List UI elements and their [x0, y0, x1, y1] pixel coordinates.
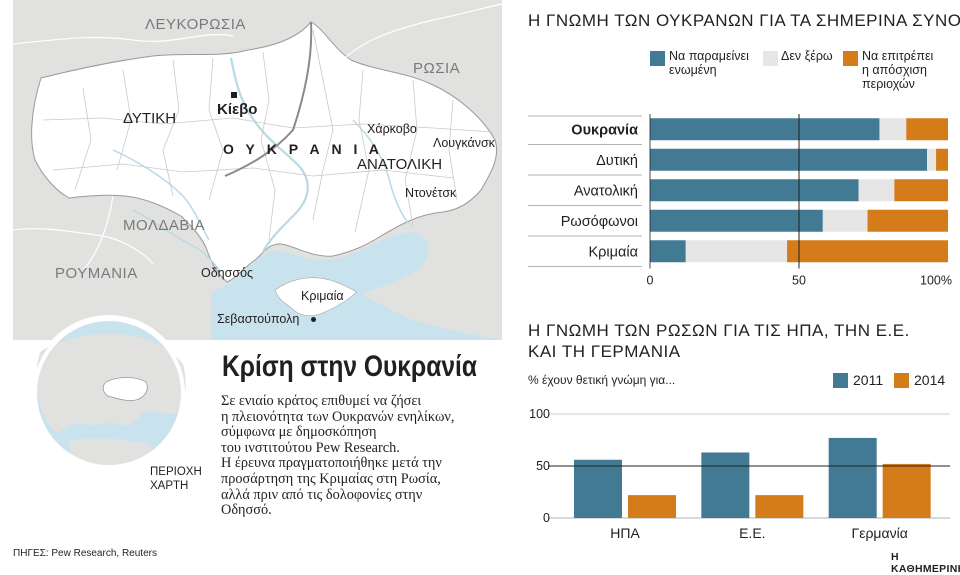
legend-label-2014: 2014 — [914, 372, 946, 388]
bar-0-3 — [650, 209, 823, 232]
sea-shape — [211, 232, 502, 340]
x-tick-label: 100% — [920, 274, 952, 288]
category-label: Κριμαία — [589, 244, 638, 260]
bar-0-1 — [650, 148, 928, 171]
label-crimea: Κριμαία — [301, 289, 344, 303]
label-ukraine: Ο Υ Κ Ρ Α Ν Ι Α — [223, 141, 383, 157]
legend-swatch-secession — [843, 51, 858, 66]
label-moldova: ΜΟΛΔΑΒΙΑ — [123, 217, 206, 234]
y-tick-label: 0 — [543, 511, 550, 525]
category-label: Δυτική — [596, 153, 638, 169]
legend-label-dontknow: Δεν ξέρω — [781, 49, 833, 63]
bar-2011-1 — [701, 452, 750, 518]
capital-marker — [231, 92, 237, 98]
brand-logo: Η ΚΑΘΗΜΕΡΙΝΗ — [891, 551, 960, 575]
category-label: Ρωσόφωνοι — [561, 214, 638, 230]
legend-swatch-united — [650, 51, 665, 66]
chart2-title: Η ΓΝΩΜΗ ΤΩΝ ΡΩΣΩΝ ΓΙΑ ΤΙΣ ΗΠΑ, ΤΗΝ Ε.Ε. … — [528, 321, 910, 361]
label-russia: ΡΩΣΙΑ — [413, 60, 461, 77]
bar-2011-2 — [828, 437, 877, 518]
label-west: ΔΥΤΙΚΗ — [123, 110, 177, 127]
category-label: ΗΠΑ — [610, 525, 640, 541]
sevastopol-marker — [311, 317, 316, 322]
label-romania: ΡΟΥΜΑΝΙΑ — [55, 265, 138, 282]
bar-1-0 — [879, 118, 907, 141]
body-line: Η έρευνα πραγματοποιήθηκε μετά την — [221, 455, 442, 472]
dnieper-river — [229, 57, 309, 253]
bar-1-1 — [927, 148, 937, 171]
label-donetsk: Ντονέτσκ — [405, 186, 457, 200]
chart2-plot: 0 50 100 ΗΠΑ Ε.Ε. Γερμανία — [529, 407, 950, 541]
chart1-title: Η ΓΝΩΜΗ ΤΩΝ ΟΥΚΡΑΝΩΝ ΓΙΑ ΤΑ ΣΗΜΕΡΙΝΑ ΣΥΝ… — [528, 11, 960, 30]
bar-0-2 — [650, 179, 859, 202]
legend-label-2011: 2011 — [853, 372, 884, 388]
bar-2014-1 — [755, 495, 804, 518]
label-kiev: Κίεβο — [217, 101, 258, 118]
body-line: αλλά πριν από τις δολοφονίες στην — [221, 486, 423, 503]
bar-2014-0 — [628, 495, 676, 518]
label-luhansk: Λουγκάνσκ — [433, 136, 495, 150]
legend-swatch-2014 — [894, 373, 909, 388]
bar-2014-2 — [882, 463, 931, 518]
label-sevastopol: Σεβαστούπολη — [217, 312, 300, 326]
bar-0-0 — [650, 118, 880, 141]
category-label: Ανατολική — [574, 183, 638, 199]
label-odessa: Οδησσός — [201, 266, 254, 280]
category-label: Ε.Ε. — [739, 525, 765, 541]
y-tick-label: 100 — [529, 407, 550, 421]
body-line: προσάρτηση της Κριμαίας στη Ρωσία, — [221, 470, 441, 487]
label-east: ΑΝΑΤΟΛΙΚΗ — [357, 156, 443, 173]
locator-label: ΠΕΡΙΟΧΗ ΧΑΡΤΗ — [150, 466, 202, 492]
y-tick-label: 50 — [536, 459, 550, 473]
bar-2-3 — [867, 209, 948, 232]
chart2-ylabel: % έχουν θετική γνώμη για... — [528, 373, 676, 387]
border-line — [224, 21, 313, 177]
body-line: η πλειονότητα των Ουκρανών ενηλίκων, — [221, 408, 455, 425]
category-label: Ουκρανία — [571, 122, 638, 138]
map: ΛΕΥΚΟΡΩΣΙΑ ΡΩΣΙΑ ΜΟΛΔΑΒΙΑ ΡΟΥΜΑΝΙΑ Κίεβο… — [13, 0, 502, 340]
label-belarus: ΛΕΥΚΟΡΩΣΙΑ — [145, 16, 246, 33]
legend-swatch-2011 — [833, 373, 848, 388]
chart1-plot: Ουκρανία Δυτική Ανατολική Ρωσόφωνοι Κριμαία 0… — [528, 114, 952, 288]
bar-2-2 — [894, 179, 948, 202]
bar-1-3 — [822, 209, 868, 232]
body-line: σύμφωνα με δημοσκόπηση — [221, 424, 377, 441]
map-graphic — [13, 0, 502, 340]
label-kharkiv: Χάρκοβο — [367, 122, 417, 136]
body-text: Σε ενιαίο κράτος επιθυμεί να ζήσει η πλε… — [221, 393, 506, 519]
legend-label-united: Να παραμείνει ενωμένη — [669, 49, 749, 77]
x-tick-label: 50 — [792, 274, 806, 288]
bar-1-2 — [858, 179, 895, 202]
x-tick-label: 0 — [647, 274, 654, 288]
legend-swatch-dontknow — [763, 51, 778, 66]
bar-0-4 — [650, 240, 686, 263]
bar-2011-0 — [574, 459, 622, 518]
bar-2-4 — [787, 240, 948, 263]
locator-globe — [28, 312, 190, 474]
bar-2-0 — [906, 118, 948, 141]
bar-2-1 — [936, 148, 948, 171]
body-line: Οδησσό. — [221, 502, 272, 519]
sources: ΠΗΓΕΣ: Pew Research, Reuters — [13, 548, 157, 559]
category-label: Γερμανία — [852, 525, 908, 541]
body-line: του ινστιτούτου Pew Research. — [221, 439, 400, 456]
legend-label-secession: Να επιτρέπει η απόσχιση περιοχών — [862, 49, 934, 91]
bar-1-4 — [685, 240, 788, 263]
body-line: Σε ενιαίο κράτος επιθυμεί να ζήσει — [221, 393, 422, 409]
headline: Κρίση στην Ουκρανία — [222, 350, 478, 383]
